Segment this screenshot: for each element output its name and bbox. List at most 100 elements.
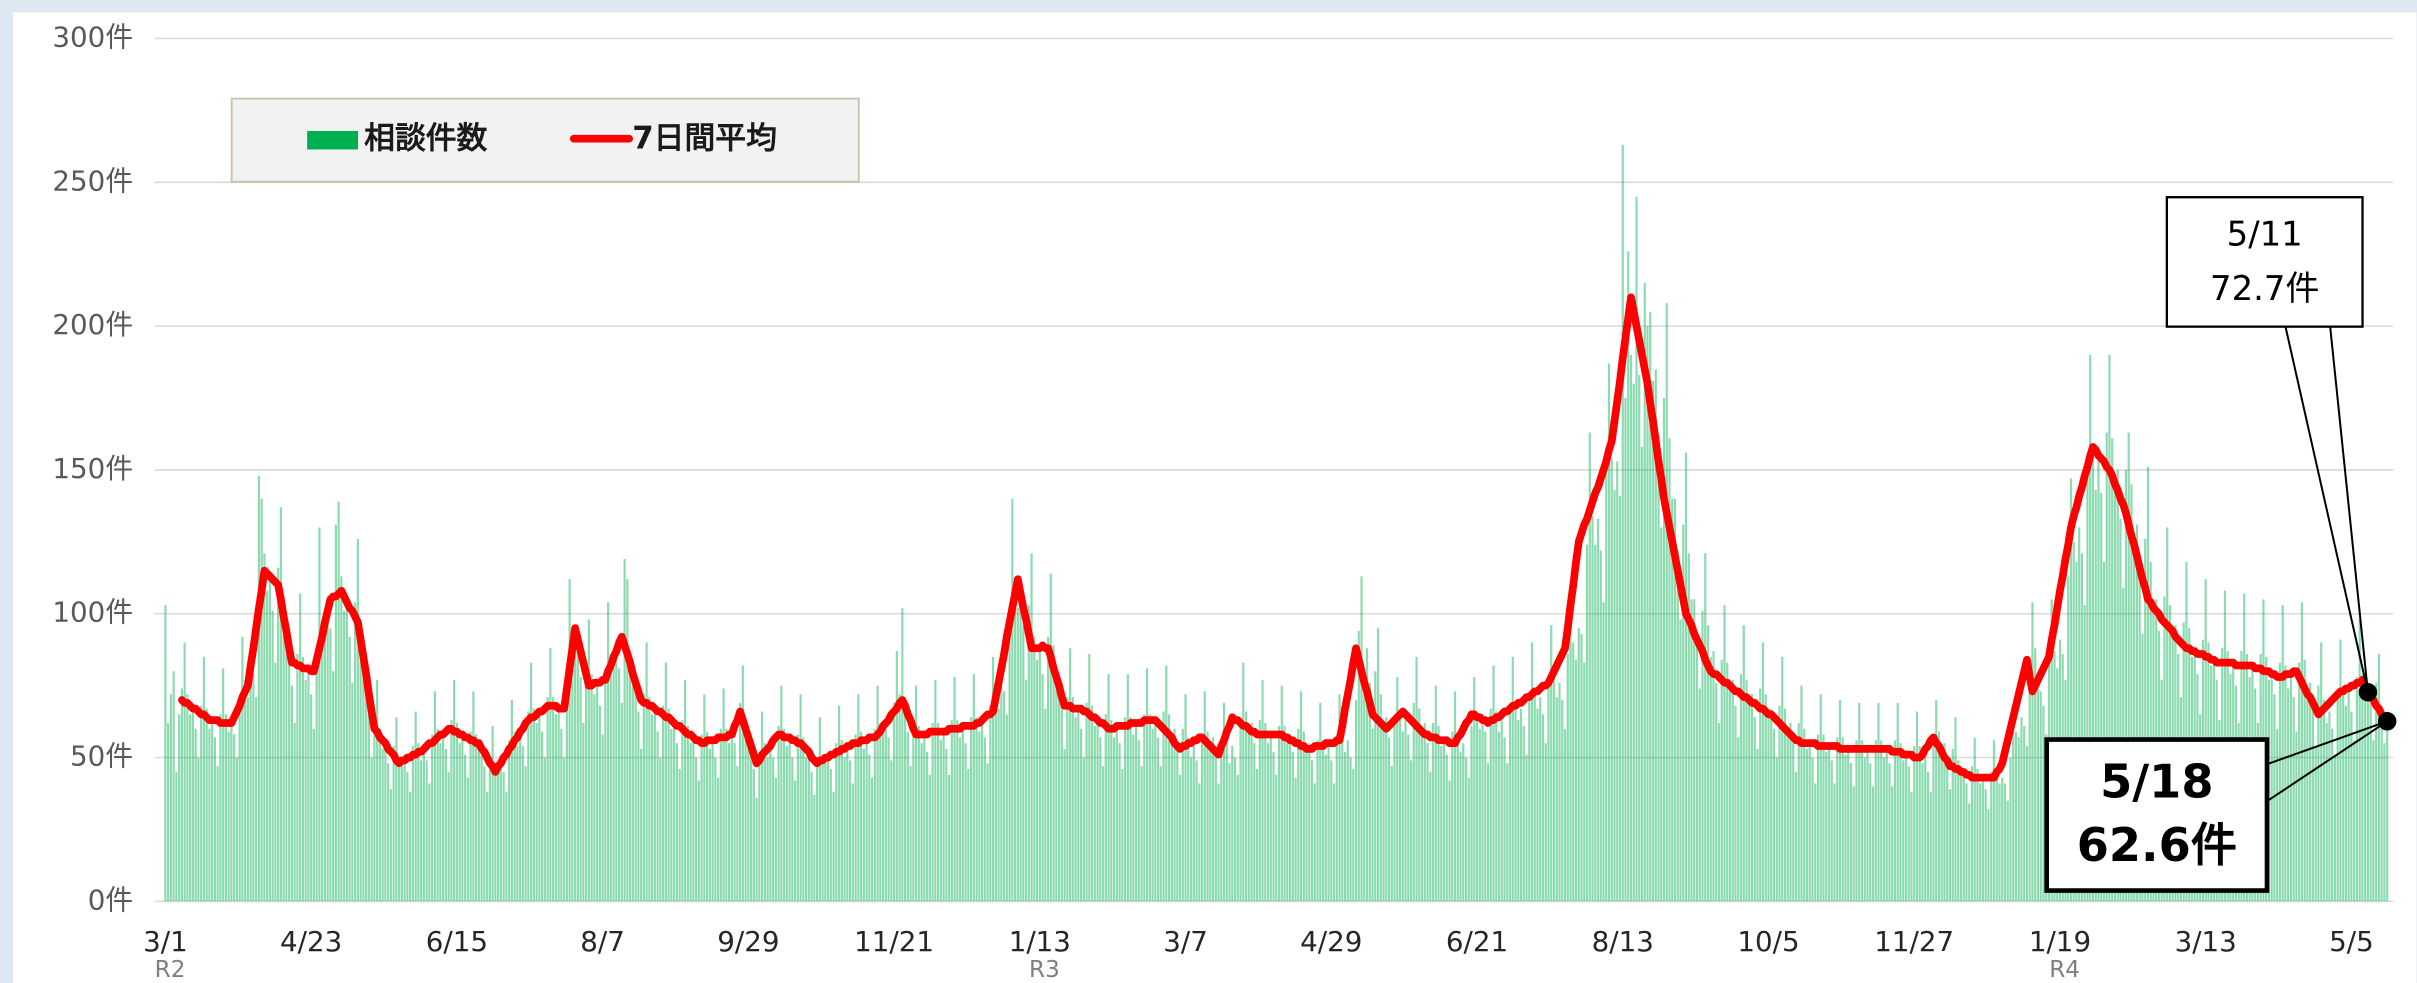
bar [2094,490,2097,902]
bar [301,656,304,902]
bar [1261,679,1264,902]
bar [1888,763,1891,902]
bar [964,743,967,902]
era-label: R2 [155,957,186,983]
bar [629,651,632,902]
bar [271,610,274,902]
bar [414,711,417,902]
bar [1618,495,1622,902]
bar [1745,679,1748,902]
bar [1720,659,1723,902]
bar [1860,740,1864,902]
bar [1849,763,1853,902]
bar [213,737,217,902]
bar [326,610,329,902]
x-tick-label: 11/21 [854,925,934,958]
bar [428,783,431,902]
x-tick-label: 1/19 [2029,925,2091,958]
bar [848,760,852,902]
bar [1819,694,1822,902]
bar [1049,573,1052,902]
bar [763,743,766,902]
bar [868,754,871,902]
bar [521,746,524,902]
bar [2133,533,2136,902]
bar [656,731,659,902]
bar [1220,737,1223,902]
y-tick-label: 100件 [52,596,133,629]
bar [914,685,918,902]
bar [1409,760,1413,902]
bar [2009,757,2012,902]
bar [389,789,392,902]
bar [579,677,582,902]
bar [1563,728,1567,902]
bar [2276,728,2279,902]
bar [1822,734,1825,902]
bar [706,731,709,902]
bar [194,728,197,902]
bar [2333,754,2337,902]
bar [362,668,365,902]
bar [1781,656,1784,902]
bar [2080,553,2084,902]
bar [634,682,637,902]
bar [2311,708,2315,902]
bar [1522,725,1525,902]
bar [1528,694,1531,902]
bar [1836,737,1839,902]
bar [409,792,412,902]
bar [1013,593,1017,902]
bar [2355,677,2359,902]
bar [1748,702,1751,902]
bar [1715,682,1718,902]
bar [535,723,538,902]
bar [1371,728,1374,902]
bar [901,607,904,902]
bar [994,702,997,902]
bar [1451,731,1454,902]
bar [1698,688,1701,902]
bar [543,757,546,902]
bar [675,743,678,902]
labels: 0件 50件 100件 150件 200件 250件 300件 3/1 4/23 6/15 8/7 9… [52,21,2373,983]
x-tick-label: 8/7 [580,925,625,958]
callout-pointer [2266,720,2388,803]
bar [1022,625,1025,902]
bars [164,144,2389,902]
bar [1706,625,1710,902]
bar [1693,599,1696,902]
bar [777,725,780,902]
bar [2336,694,2339,902]
bar [846,746,849,902]
bar [1550,625,1553,902]
bar [227,731,230,902]
bar [1057,677,1061,902]
bar [1503,737,1506,902]
bar [1431,723,1435,902]
y-tick-label: 0件 [88,883,133,916]
bar [895,651,898,902]
bar [560,728,563,902]
bar [2347,691,2350,902]
bar [1500,720,1503,902]
bar [315,648,318,902]
bar [1189,757,1193,902]
bar [689,743,692,902]
bar [431,734,434,902]
bar [1525,754,1528,902]
bar [2309,682,2312,902]
bar [480,748,483,902]
bar [1467,777,1470,902]
bar [972,674,975,902]
bar [1140,766,1143,902]
bar [1434,685,1437,902]
bar [2166,527,2169,902]
bar [1764,694,1767,902]
bar [1671,498,1674,902]
bar [818,717,821,902]
bar [1827,743,1831,902]
bar [392,746,395,902]
bar [898,694,901,902]
bar [472,691,475,902]
